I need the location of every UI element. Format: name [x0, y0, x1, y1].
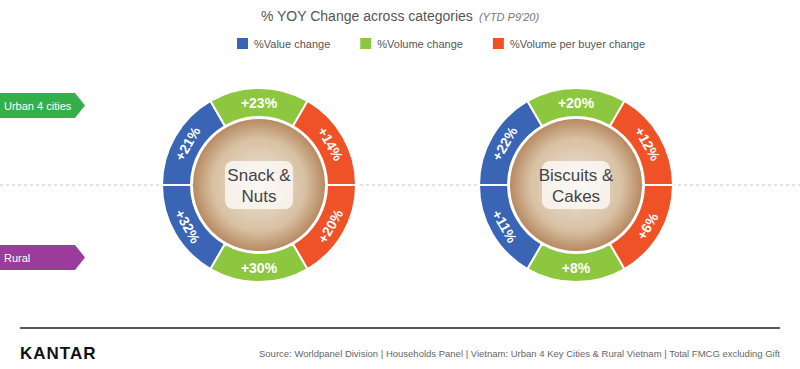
title: % YOY Change across categories (YTD P9'20… [261, 8, 539, 24]
category-line: Cakes [552, 187, 600, 206]
subtitle: (YTD P9'20) [479, 11, 540, 23]
legend-swatch [237, 38, 248, 49]
ring-segment [610, 185, 673, 269]
ring-segment [293, 101, 356, 185]
chart: % YOY Change across categories (YTD P9'20… [0, 0, 800, 369]
row-label: Rural [4, 252, 30, 264]
data-label: +32% [172, 207, 204, 247]
divider [0, 185, 800, 186]
ring-segment [479, 185, 542, 269]
data-label: +30% [241, 260, 278, 276]
legend-label: %Volume change [377, 38, 463, 50]
ring-segment [610, 101, 673, 185]
category-line: Snack & [227, 166, 291, 185]
row-tag [0, 93, 85, 118]
ring-segment [211, 244, 308, 282]
donut [162, 88, 356, 282]
data-label: +8% [562, 260, 591, 276]
category-label: Snack & Nuts [227, 166, 291, 206]
ring-segment [479, 101, 542, 185]
ring-segment [211, 88, 308, 126]
data-label: +12% [631, 124, 663, 164]
data-label: +23% [241, 95, 278, 111]
brand: KANTAR [20, 344, 97, 363]
legend-label: %Volume per buyer change [510, 38, 645, 50]
ring-segment [162, 101, 225, 185]
row-label: Urban 4 cities [4, 100, 72, 112]
category-label: Biscuits & Cakes [539, 166, 614, 206]
center-image [510, 119, 642, 251]
ring-segment [293, 185, 356, 269]
data-label: +22% [489, 124, 521, 164]
center-image [193, 119, 325, 251]
legend-swatch [360, 38, 371, 49]
page: {"chart_data": {"type": "donut", "title"… [0, 0, 800, 369]
label-backdrop [225, 161, 293, 209]
ring-segment [528, 244, 625, 282]
donut [479, 88, 673, 282]
footer-rule [20, 327, 780, 329]
data-label: +11% [489, 207, 521, 246]
data-label: +20% [314, 206, 346, 246]
data-label: +21% [172, 124, 204, 164]
category-line: Biscuits & [539, 166, 614, 185]
legend-label: %Value change [254, 38, 330, 50]
row-tag [0, 245, 85, 270]
category-line: Nuts [242, 187, 277, 206]
data-label: +6% [633, 209, 661, 242]
title-text: % YOY Change across categories [261, 8, 473, 24]
data-label: +14% [314, 124, 346, 164]
ring-segment [162, 185, 225, 269]
ring-segment [528, 88, 625, 126]
legend-swatch [493, 38, 504, 49]
source: Source: Worldpanel Division | Households… [259, 348, 780, 359]
data-label: +20% [558, 95, 595, 111]
